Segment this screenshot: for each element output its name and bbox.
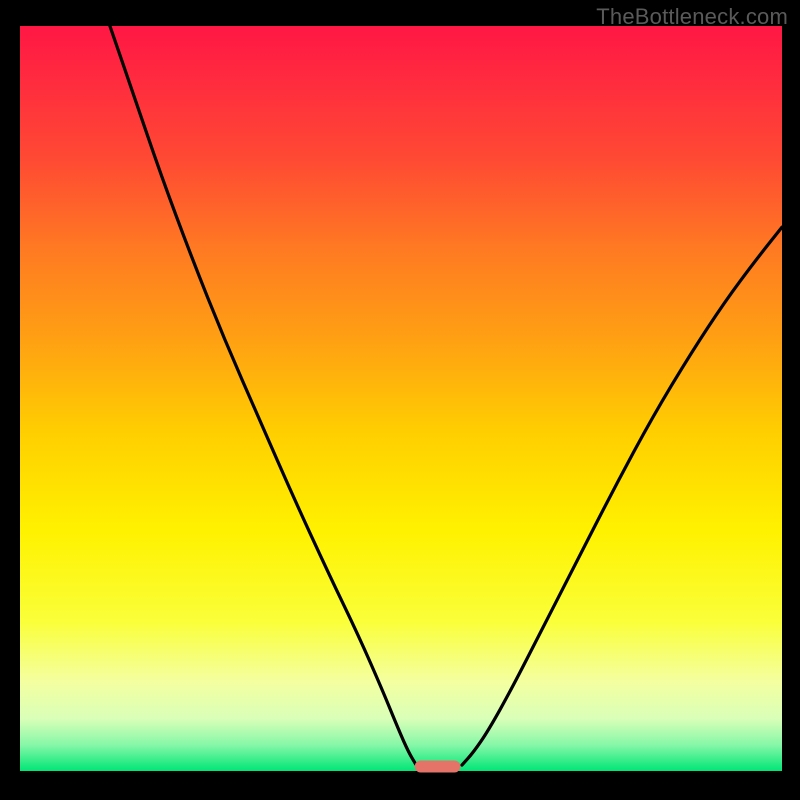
watermark-text: TheBottleneck.com	[596, 4, 788, 30]
chart-container: TheBottleneck.com	[0, 0, 800, 800]
optimal-range-marker	[415, 761, 461, 773]
bottleneck-curve-chart	[0, 0, 800, 800]
chart-background	[20, 26, 782, 771]
